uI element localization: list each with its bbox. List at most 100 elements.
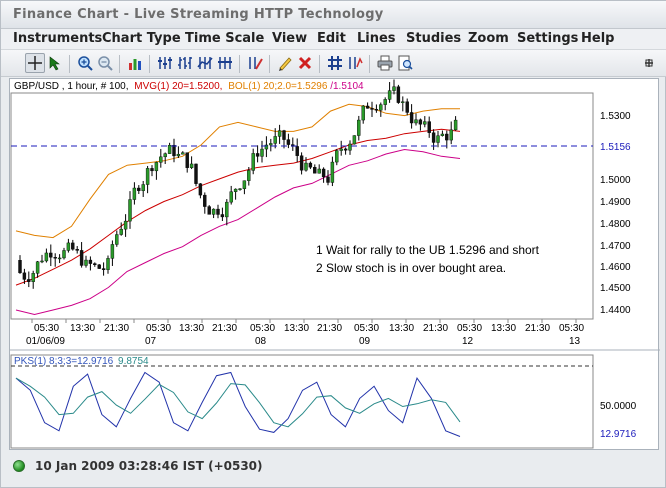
studies-icon[interactable]: [345, 53, 365, 73]
crosshair-icon[interactable]: [25, 53, 45, 73]
draw-tool-icon[interactable]: [275, 53, 295, 73]
toolbar-separator: [69, 55, 70, 73]
window-title: Finance Chart - Live Streaming HTTP Tech…: [13, 7, 384, 22]
zoom-in-icon[interactable]: [75, 53, 95, 73]
connection-status-icon: [13, 460, 25, 472]
candle-body: [335, 150, 339, 163]
delete-icon[interactable]: [295, 53, 315, 73]
candle: [198, 183, 203, 199]
menu-settings[interactable]: Settings: [517, 31, 579, 46]
candle: [22, 268, 27, 285]
candle: [35, 260, 40, 278]
price-axis: 1.5300 1.5156 1.5000 1.4900 1.4800 1.470…: [600, 111, 631, 316]
candle: [247, 167, 251, 186]
candle: [97, 263, 101, 269]
candle: [172, 138, 176, 163]
menu-edit[interactable]: Edit: [317, 31, 346, 46]
candle-body: [242, 180, 247, 189]
candle-body: [299, 155, 304, 171]
menu-lines[interactable]: Lines: [357, 31, 396, 46]
bar-chart-icon[interactable]: [125, 53, 145, 73]
candle: [176, 146, 181, 158]
candle-body: [449, 129, 453, 141]
candle-body: [339, 148, 343, 151]
candle-body: [66, 242, 71, 251]
candle-body: [255, 153, 260, 157]
title-bar: Finance Chart - Live Streaming HTTP Tech…: [1, 1, 666, 29]
status-bar: 10 Jan 2009 03:28:46 IST (+0530): [1, 453, 666, 479]
candle-body: [35, 261, 40, 274]
candle: [317, 164, 321, 174]
candle: [159, 148, 163, 168]
candle-body: [150, 168, 154, 172]
menu-chart-type[interactable]: Chart Type: [102, 31, 181, 46]
candle-body: [352, 135, 357, 145]
candle: [409, 104, 414, 129]
menu-studies[interactable]: Studies: [406, 31, 462, 46]
date-label: 07: [145, 336, 157, 347]
candle: [260, 140, 264, 163]
candle-body: [317, 168, 321, 174]
candle-body: [445, 133, 449, 141]
line-chart-icon[interactable]: [195, 53, 215, 73]
candle: [128, 191, 132, 229]
candle-body: [31, 273, 35, 282]
candle-body: [40, 260, 44, 263]
menu-time-scale[interactable]: Time Scale: [185, 31, 265, 46]
candle-body: [440, 133, 445, 136]
candle-body: [392, 86, 396, 91]
candle-body: [238, 188, 242, 190]
menu-view[interactable]: View: [272, 31, 308, 46]
candle: [185, 152, 189, 173]
candle-body: [220, 214, 225, 218]
date-label: 12: [462, 336, 474, 347]
toolbar: [1, 49, 666, 77]
price-label: 1.4800: [600, 219, 631, 230]
time-label: 21:30: [212, 323, 237, 334]
candle: [282, 129, 286, 149]
candle-body: [154, 162, 159, 172]
candle-body: [277, 130, 282, 137]
legend-mvg: MVG(1) 20=1.5200,: [134, 81, 222, 92]
candle: [75, 246, 79, 254]
candle: [427, 116, 431, 138]
stoch-line: [15, 377, 461, 428]
candle: [110, 240, 115, 266]
menu-bar: Instruments Chart Type Time Scale View E…: [1, 29, 666, 49]
candle: [27, 271, 31, 288]
print-preview-icon[interactable]: [395, 53, 415, 73]
time-label: 05:30: [457, 323, 482, 334]
candle-body: [203, 194, 207, 207]
candle-body: [326, 176, 330, 183]
trend-line-icon[interactable]: [245, 53, 265, 73]
candle-body: [22, 272, 27, 280]
pin-icon[interactable]: [639, 53, 659, 73]
candle: [44, 248, 49, 263]
price-label: 1.4600: [600, 262, 631, 273]
candle: [145, 165, 150, 194]
ohlc-icon[interactable]: [175, 53, 195, 73]
candle-body: [53, 257, 57, 259]
cursor-icon[interactable]: [45, 53, 65, 73]
zoom-out-icon[interactable]: [95, 53, 115, 73]
print-icon[interactable]: [375, 53, 395, 73]
menu-instruments[interactable]: Instruments: [13, 31, 103, 46]
candle-body: [167, 144, 172, 154]
menu-zoom[interactable]: Zoom: [468, 31, 509, 46]
menu-help[interactable]: Help: [581, 31, 615, 46]
time-label: 21:30: [525, 323, 550, 334]
candle: [269, 138, 273, 152]
price-chart[interactable]: GBP/USD , 1 hour, # 100, MVG(1) 20=1.520…: [10, 79, 660, 451]
candle: [49, 244, 53, 267]
area-chart-icon[interactable]: [215, 53, 235, 73]
candle-body: [405, 101, 409, 113]
candle-body: [264, 144, 269, 150]
candle: [123, 214, 128, 237]
candle-body: [418, 119, 423, 125]
candlestick-icon[interactable]: [155, 53, 175, 73]
candle: [277, 124, 282, 144]
chart-panel[interactable]: GBP/USD , 1 hour, # 100, MVG(1) 20=1.520…: [9, 78, 660, 451]
date-label: 01/06/09: [26, 336, 65, 347]
candle-body: [27, 279, 31, 282]
grid-icon[interactable]: [325, 53, 345, 73]
